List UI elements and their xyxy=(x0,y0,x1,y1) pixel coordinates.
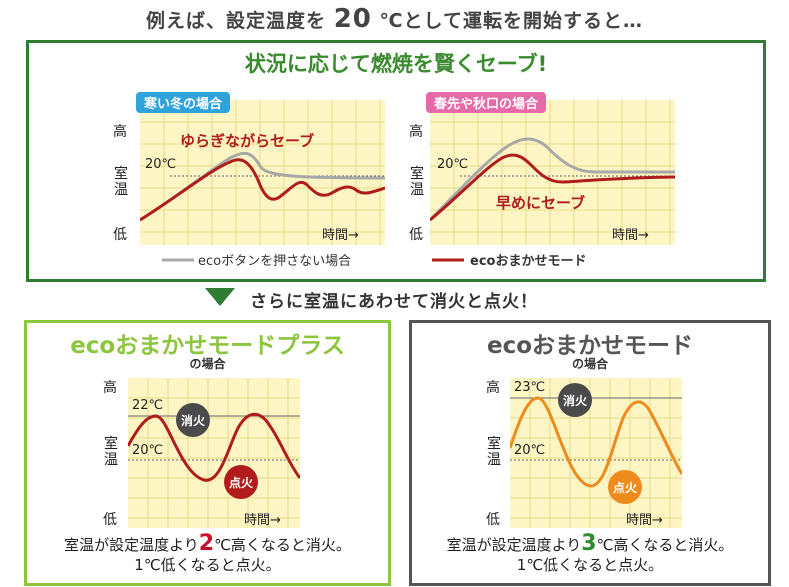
winter-chart-background xyxy=(140,100,385,245)
eco-mode-off-label: 消火 xyxy=(562,393,587,408)
eco-mode-on-badge: 点火 xyxy=(608,470,642,504)
eco-mode-plus-subtitle: の場合 xyxy=(189,357,226,371)
eco-mode-plus-footer-prefix: 室温が設定温度より xyxy=(64,536,199,554)
spring-axis-room: 室 温 xyxy=(409,166,425,198)
legend-gray-swatch xyxy=(162,258,194,262)
eco-mode-title: ecoおまかせモード xyxy=(409,326,771,360)
winter-red-curve xyxy=(140,158,385,222)
eco-mode-plus-chart xyxy=(128,378,300,528)
eco-mode-axis-low: 低 xyxy=(486,512,500,528)
down-arrow-icon xyxy=(205,288,235,306)
eco-mode-plus-footer-suffix: ℃高くなると消火。 xyxy=(214,536,351,554)
eco-mode-axis-time: 時間→ xyxy=(626,513,663,528)
eco-mode-title-eco: eco xyxy=(486,333,533,359)
spring-axis-time: 時間→ xyxy=(612,228,649,243)
eco-mode-footer-line2: 1℃低くなると点火。 xyxy=(516,556,664,574)
headline-prefix: 例えば、設定温度を xyxy=(146,10,327,32)
eco-mode-plus-curve xyxy=(128,412,300,482)
eco-mode-lower-temp: 20℃ xyxy=(514,443,546,458)
spring-axis-high: 高 xyxy=(409,124,423,140)
winter-temp-label: 20℃ xyxy=(145,157,177,172)
headline-temp-value: 20 xyxy=(333,4,372,34)
eco-mode-axis-room: 室 温 xyxy=(486,436,502,468)
eco-mode-plus-footer-line1: 室温が設定温度より2℃高くなると消火。 xyxy=(24,531,391,556)
legend-gray-label: ecoボタンを押さない場合 xyxy=(198,254,352,269)
eco-mode-plus-off-label: 消火 xyxy=(180,413,205,428)
eco-mode-plus-axis-room-2: 温 xyxy=(104,452,118,468)
eco-mode-plus-axis-time: 時間→ xyxy=(244,513,281,528)
eco-mode-chart-background xyxy=(510,378,682,528)
spring-axis-low: 低 xyxy=(409,227,423,243)
spring-temp-label: 20℃ xyxy=(437,157,469,172)
eco-mode-subtitle: の場合 xyxy=(571,357,608,371)
spring-gray-curve xyxy=(430,137,675,222)
eco-mode-plus-chart-grid xyxy=(128,378,300,528)
winter-axis-low: 低 xyxy=(113,227,127,243)
legend-red-swatch xyxy=(432,258,464,262)
spring-annotation: 早めにセーブ xyxy=(496,194,586,212)
legend-red-label: ecoおまかせモード xyxy=(470,254,587,269)
middle-text: さらに室温にあわせて消火と点火！ xyxy=(250,292,538,312)
eco-mode-plus-footer-line2: 1℃低くなると点火。 xyxy=(134,556,281,574)
spring-chart xyxy=(430,100,675,245)
spring-axis-room-2: 温 xyxy=(410,182,424,198)
eco-mode-plus-title-eco: eco xyxy=(70,333,116,359)
eco-mode-axis-high: 高 xyxy=(486,380,500,396)
eco-mode-plus-axis-low: 低 xyxy=(103,512,117,528)
eco-mode-plus-upper-temp: 22℃ xyxy=(132,398,164,413)
headline: 例えば、設定温度を 20 ℃として運転を開始すると… xyxy=(0,4,789,34)
winter-axis-room-1: 室 xyxy=(114,166,128,182)
eco-mode-plus-title: ecoおまかせモードプラス xyxy=(24,326,391,360)
eco-mode-plus-axis-room: 室 温 xyxy=(103,436,119,468)
eco-mode-plus-off-badge: 消火 xyxy=(176,403,210,437)
winter-axis-high: 高 xyxy=(113,124,127,140)
winter-chart xyxy=(140,100,385,245)
winter-annotation: ゆらぎながらセーブ xyxy=(180,132,315,150)
eco-mode-on-label: 点火 xyxy=(612,480,637,495)
eco-mode-plus-on-label: 点火 xyxy=(228,475,253,490)
spring-red-curve xyxy=(430,153,675,222)
spring-tag: 春先や秋口の場合 xyxy=(426,92,547,113)
eco-mode-footer-prefix: 室温が設定温度より xyxy=(446,536,582,554)
winter-axis-room-2: 温 xyxy=(114,182,128,198)
eco-mode-plus-footer-num: 2 xyxy=(198,531,215,556)
eco-mode-plus-title-rest: おまかせモードプラス xyxy=(115,333,345,359)
eco-mode-upper-temp: 23℃ xyxy=(514,380,546,395)
eco-mode-plus-axis-high: 高 xyxy=(103,380,117,396)
eco-mode-title-rest: おまかせモード xyxy=(532,333,694,359)
eco-mode-plus-axis-room-1: 室 xyxy=(104,436,118,452)
eco-mode-footer-suffix: ℃高くなると消火。 xyxy=(596,536,734,554)
comparison-title: 状況に応じて燃焼を賢くセーブ! xyxy=(244,52,548,76)
headline-suffix: ℃として運転を開始すると… xyxy=(379,10,643,32)
eco-mode-chart xyxy=(510,378,682,528)
eco-mode-plus-lower-temp: 20℃ xyxy=(132,443,164,458)
winter-tag: 寒い冬の場合 xyxy=(136,92,231,113)
eco-mode-axis-room-2: 温 xyxy=(487,452,501,468)
spring-axis-room-1: 室 xyxy=(410,166,424,182)
eco-mode-axis-room-1: 室 xyxy=(487,436,501,452)
winter-axis-room: 室 温 xyxy=(113,166,129,198)
eco-mode-footer-num: 3 xyxy=(581,531,597,556)
eco-mode-plus-on-badge: 点火 xyxy=(224,465,258,499)
eco-mode-plus-chart-background xyxy=(128,378,300,528)
winter-axis-time: 時間→ xyxy=(322,228,359,243)
eco-mode-footer-line1: 室温が設定温度より3℃高くなると消火。 xyxy=(409,531,771,556)
eco-mode-off-badge: 消火 xyxy=(558,383,592,417)
eco-mode-curve xyxy=(510,396,682,488)
